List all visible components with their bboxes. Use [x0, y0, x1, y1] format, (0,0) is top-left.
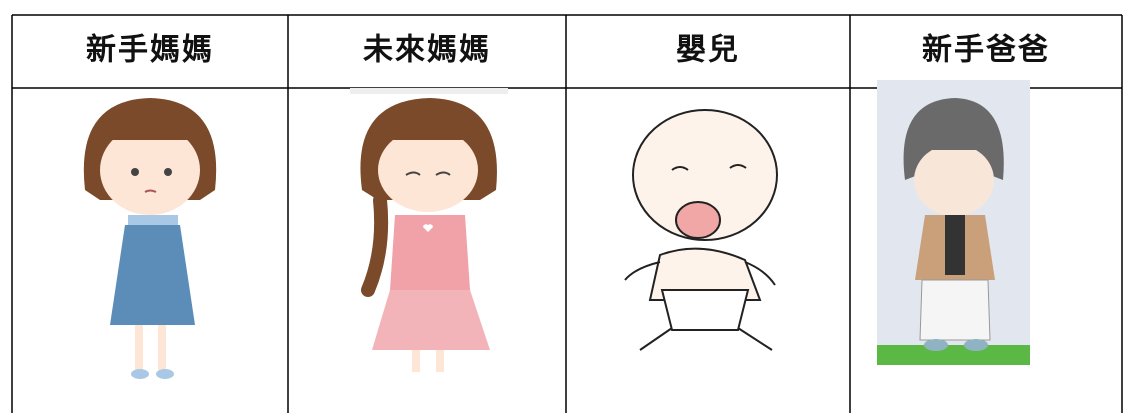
baby-illustration — [624, 109, 778, 351]
future-mom-illustration — [350, 88, 508, 372]
header-cell: 未來媽媽 — [363, 33, 491, 68]
new-mom-illustration — [83, 98, 217, 379]
new-dad-illustration — [877, 80, 1030, 365]
header-cell: 新手爸爸 — [922, 33, 1050, 68]
header-cell: 新手媽媽 — [86, 33, 214, 68]
header-cell: 嬰兒 — [676, 33, 740, 68]
